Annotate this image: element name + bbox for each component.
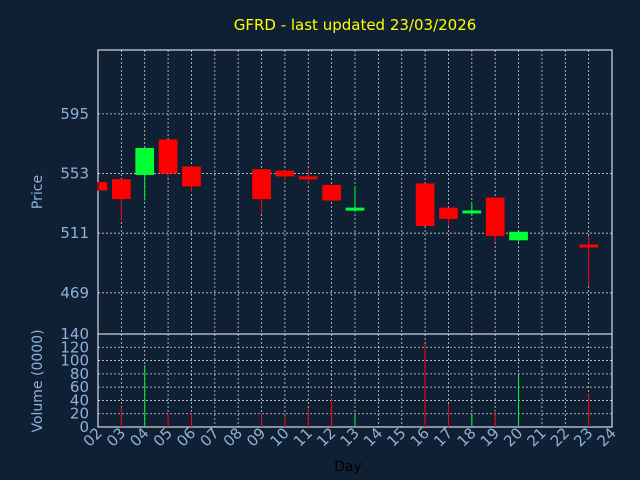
candle-body bbox=[298, 176, 318, 180]
volume-tick-label: 100 bbox=[60, 352, 89, 370]
candle-body bbox=[439, 207, 458, 219]
volume-tick-label: 80 bbox=[70, 365, 89, 383]
candle-body bbox=[99, 182, 108, 191]
volume-tick-label: 60 bbox=[70, 378, 89, 396]
x-axis-label: Day bbox=[334, 459, 362, 475]
candle-23 bbox=[579, 236, 598, 286]
volume-axis-label: Volume (0000) bbox=[30, 329, 46, 432]
candle-body bbox=[509, 231, 528, 241]
candle-body bbox=[112, 179, 131, 200]
volume-bars bbox=[120, 343, 590, 427]
volume-tick-label: 0 bbox=[79, 418, 89, 436]
volume-tick-label: 40 bbox=[70, 391, 89, 409]
candle-18 bbox=[462, 203, 482, 215]
candle-12 bbox=[322, 184, 341, 201]
price-tick-label: 511 bbox=[60, 224, 89, 242]
candle-body bbox=[252, 169, 271, 200]
candle-13 bbox=[345, 186, 365, 211]
candle-04 bbox=[135, 147, 155, 201]
candle-16 bbox=[415, 183, 435, 227]
price-tick-label: 469 bbox=[60, 284, 89, 302]
price-axis-label: Price bbox=[30, 175, 46, 209]
chart-title: GFRD - last updated 23/03/2026 bbox=[234, 16, 477, 34]
volume-tick-label: 20 bbox=[70, 405, 89, 423]
candle-body bbox=[182, 166, 201, 187]
volume-tick-label: 120 bbox=[60, 338, 89, 356]
candle-19 bbox=[485, 197, 505, 242]
candle-02 bbox=[97, 182, 108, 191]
price-tick-labels: 469 511 553 595 bbox=[60, 105, 89, 302]
candle-body bbox=[345, 207, 365, 211]
candle-body bbox=[158, 139, 178, 174]
price-tick-label: 553 bbox=[60, 165, 89, 183]
candle-body bbox=[275, 170, 295, 177]
x-tick-labels: 0203040506070809101112131415161718192021… bbox=[80, 424, 620, 450]
price-candles bbox=[97, 139, 598, 286]
candle-body bbox=[462, 210, 482, 214]
candle-20 bbox=[509, 231, 528, 242]
candle-body bbox=[322, 184, 341, 201]
candle-05 bbox=[158, 139, 178, 178]
candle-body bbox=[135, 147, 155, 175]
candle-11 bbox=[298, 169, 318, 184]
candle-body bbox=[579, 244, 598, 248]
candle-06 bbox=[182, 166, 201, 192]
candle-body bbox=[415, 183, 435, 227]
volume-tick-label: 140 bbox=[60, 325, 89, 343]
candle-17 bbox=[439, 207, 458, 227]
candle-09 bbox=[252, 169, 271, 214]
price-tick-label: 595 bbox=[60, 105, 89, 123]
candle-03 bbox=[112, 179, 131, 221]
candle-10 bbox=[275, 170, 295, 181]
candle-body bbox=[485, 197, 505, 237]
